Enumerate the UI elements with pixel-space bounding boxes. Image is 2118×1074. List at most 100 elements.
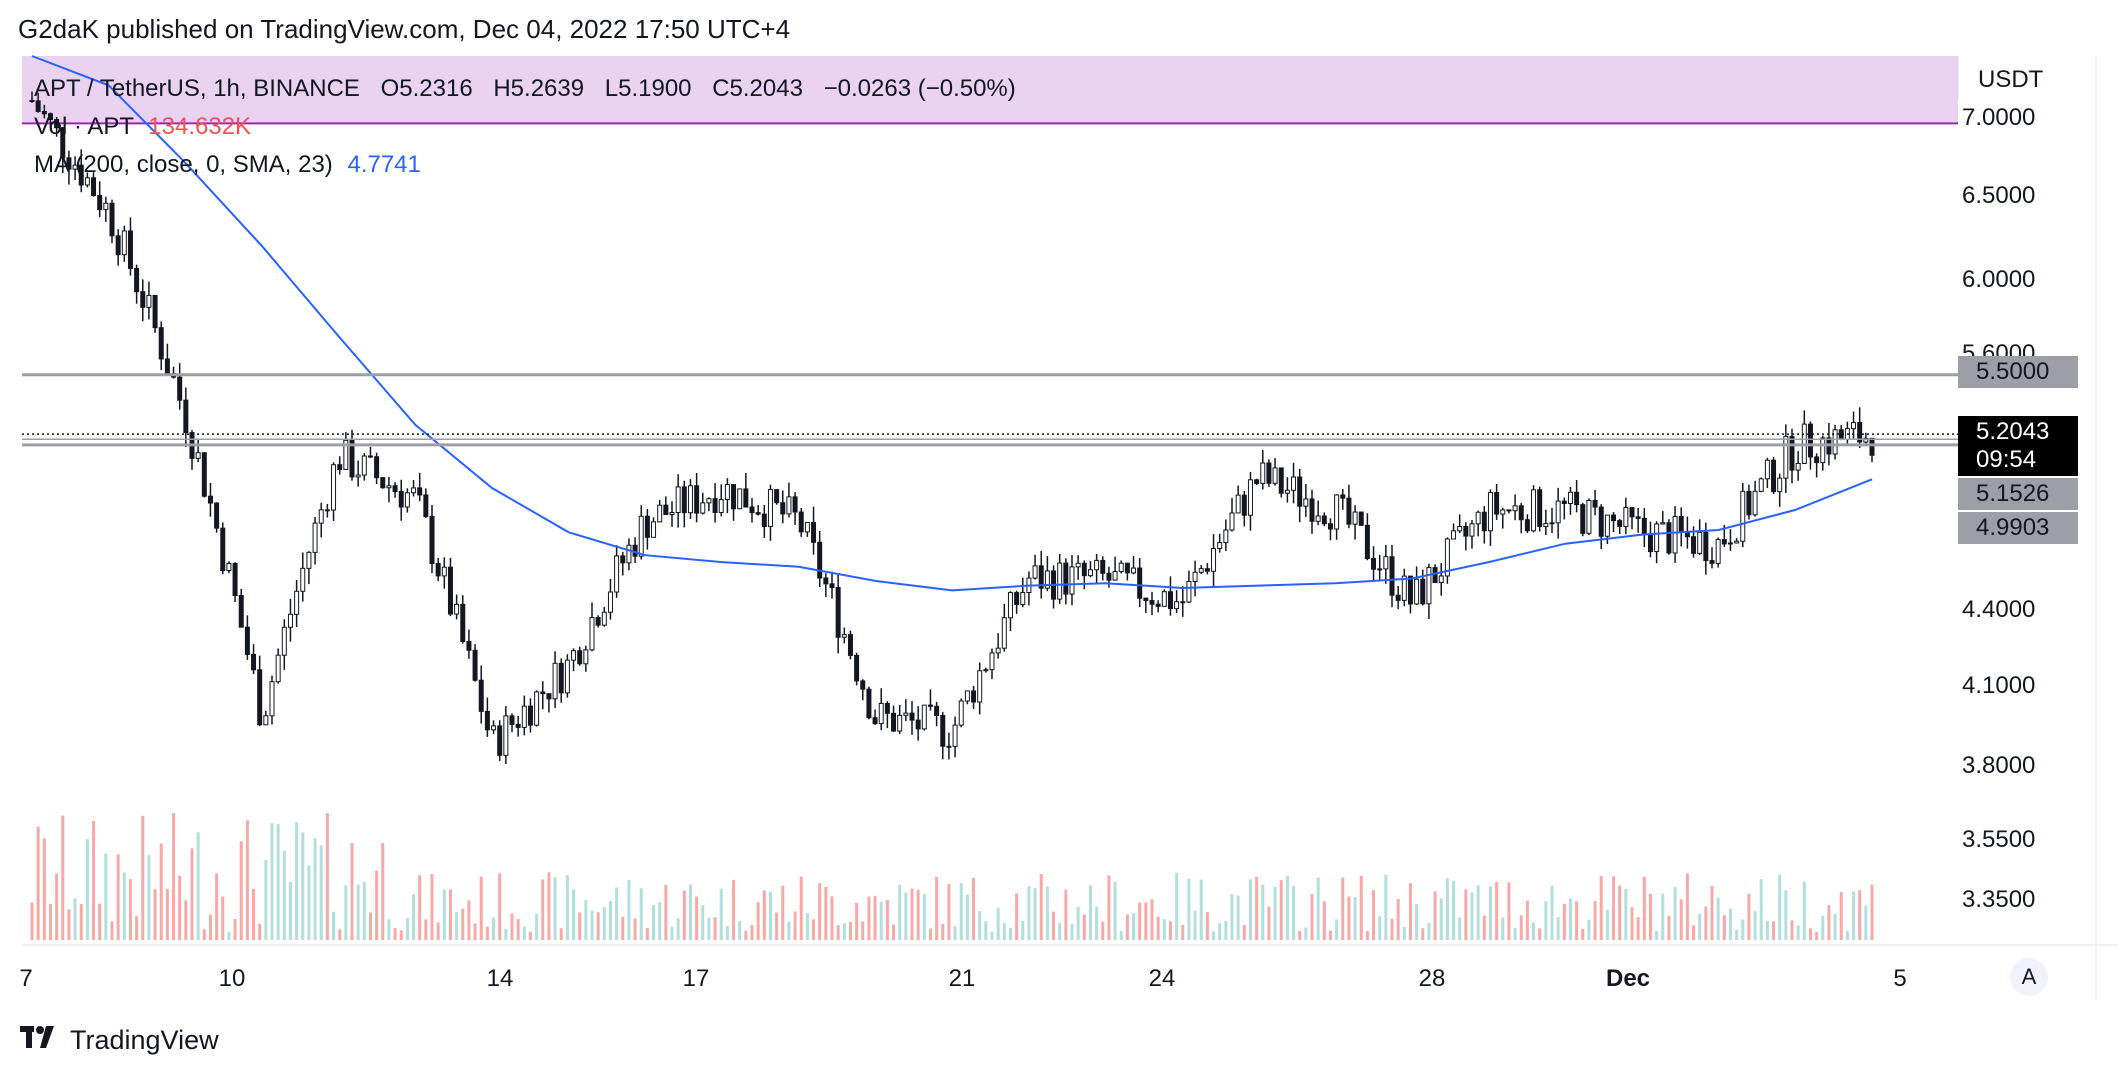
- ma-value-badge: 4.9903: [1958, 512, 2078, 544]
- candle-body: [1075, 562, 1081, 568]
- volume-bar: [1236, 895, 1240, 940]
- candle-body: [1069, 566, 1075, 595]
- volume-bar: [713, 917, 717, 940]
- volume-bar: [793, 911, 797, 940]
- price-axis-unit[interactable]: USDT: [1978, 66, 2044, 93]
- volume-bar: [61, 815, 65, 940]
- candle-body: [1112, 571, 1118, 581]
- candle-body: [1857, 422, 1863, 443]
- volume-bar: [1587, 919, 1591, 940]
- candle-body: [1383, 556, 1389, 570]
- volume-bar: [467, 900, 471, 940]
- volume-bar: [719, 888, 723, 940]
- volume-bar: [1021, 920, 1025, 940]
- volume-bar: [1390, 918, 1394, 940]
- candle-body: [607, 591, 613, 613]
- candle-body: [927, 704, 933, 707]
- symbol-label[interactable]: APT / TetherUS, 1h, BINANCE: [34, 75, 360, 102]
- lower-level-badge[interactable]: 5.1526: [1958, 478, 2078, 510]
- candle-body: [1715, 539, 1721, 564]
- candle-body: [644, 515, 650, 538]
- candle-body: [1863, 437, 1869, 443]
- candle-body: [91, 177, 97, 196]
- candle-body: [312, 522, 318, 553]
- candlesticks: [29, 91, 1875, 765]
- volume-label[interactable]: Vol · APT: [34, 113, 134, 140]
- candle-body: [1247, 479, 1253, 516]
- volume-bar: [325, 813, 329, 940]
- volume-bar: [1408, 883, 1412, 940]
- volume-bar: [565, 875, 569, 940]
- candle-body: [1081, 562, 1087, 577]
- volume-bar: [128, 879, 132, 940]
- volume-bar: [1433, 891, 1437, 940]
- candle-body: [349, 439, 355, 478]
- candle-body: [146, 294, 152, 308]
- volume-bar: [30, 902, 34, 940]
- candle-body: [811, 521, 817, 543]
- time-tick: 10: [218, 965, 246, 992]
- volume-bar: [633, 918, 637, 940]
- volume-bar: [824, 886, 828, 940]
- candle-body: [651, 521, 657, 538]
- volume-bar: [1365, 931, 1369, 940]
- auto-scale-button[interactable]: A: [2010, 958, 2048, 996]
- candle-body: [669, 511, 675, 516]
- volume-legend-row[interactable]: Vol · APT 134.632K: [34, 108, 1030, 146]
- candle-body: [1617, 520, 1623, 527]
- volume-bar: [1316, 877, 1320, 940]
- volume-bar: [116, 854, 120, 940]
- candle-body: [552, 662, 558, 700]
- volume-bar: [208, 914, 212, 940]
- price-chart[interactable]: [0, 0, 2118, 1000]
- candle-body: [1426, 567, 1432, 605]
- upper-level-badge[interactable]: 5.5000: [1958, 356, 2078, 388]
- volume-bar: [873, 895, 877, 940]
- volume-bar: [455, 911, 459, 940]
- volume-bar: [227, 931, 231, 940]
- volume-bar: [1827, 905, 1831, 940]
- volume-bar: [258, 923, 262, 940]
- tradingview-logo-text: TradingView: [70, 1025, 219, 1055]
- volume-bar: [412, 894, 416, 940]
- candle-body: [1272, 467, 1278, 484]
- volume-bar: [608, 901, 612, 940]
- candle-body: [1100, 559, 1106, 574]
- ma-value: 4.7741: [347, 151, 421, 178]
- candle-body: [1254, 479, 1260, 484]
- volume-bar: [1765, 920, 1769, 940]
- volume-bar: [522, 926, 526, 940]
- volume-bar: [362, 881, 366, 940]
- ma-legend-row[interactable]: MA (200, close, 0, SMA, 23) 4.7741: [34, 146, 1030, 184]
- ma-label[interactable]: MA (200, close, 0, SMA, 23): [34, 151, 333, 178]
- volume-bar: [1039, 873, 1043, 940]
- candle-body: [134, 267, 140, 293]
- tradingview-logo[interactable]: TradingView: [20, 1024, 219, 1057]
- candle-body: [884, 702, 890, 714]
- candle-body: [152, 294, 158, 329]
- volume-bar: [1452, 880, 1456, 940]
- volume-bar: [1138, 902, 1142, 940]
- volume-bar: [670, 926, 674, 940]
- candle-body: [478, 679, 484, 712]
- candle-body: [1192, 571, 1198, 582]
- volume-bar: [904, 892, 908, 940]
- candle-body: [1278, 467, 1284, 494]
- candle-body: [269, 681, 275, 717]
- volume-bar: [1027, 886, 1031, 940]
- volume-bar: [652, 904, 656, 940]
- volume-bar: [1064, 889, 1068, 940]
- symbol-legend-row[interactable]: APT / TetherUS, 1h, BINANCE O5.2316 H5.2…: [34, 70, 1030, 108]
- candle-body: [1094, 559, 1100, 571]
- candle-body: [589, 617, 595, 651]
- candle-body: [294, 590, 300, 615]
- volume-bar: [1218, 923, 1222, 940]
- volume-bar: [73, 898, 77, 940]
- candle-body: [1641, 517, 1647, 536]
- volume-bar: [990, 931, 994, 940]
- candle-body: [798, 511, 804, 533]
- volume-bar: [1255, 876, 1259, 940]
- candle-body: [718, 499, 724, 513]
- candle-body: [29, 99, 35, 102]
- candle-body: [435, 562, 441, 577]
